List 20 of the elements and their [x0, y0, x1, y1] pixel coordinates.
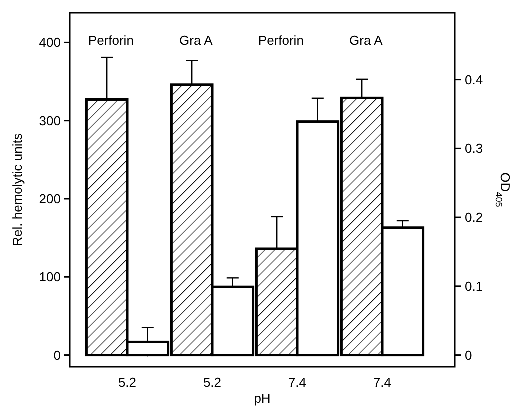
x-tick-label: 5.2: [118, 375, 137, 390]
y-tick-label: 300: [39, 113, 61, 128]
y-axis-title: Rel. hemolytic units: [10, 133, 25, 246]
y-tick-label: 400: [39, 35, 61, 50]
x-tick-label: 5.2: [203, 375, 222, 390]
y-tick-label: 0: [54, 348, 61, 363]
x-tick-label: 7.4: [288, 375, 307, 390]
annotation: Perforin: [88, 33, 134, 48]
x-axis-title: pH: [254, 391, 271, 406]
x-tick-label: 7.4: [373, 375, 392, 390]
annotation: Gra A: [180, 33, 214, 48]
y2-tick-label: 0.1: [465, 278, 484, 294]
annotation: Gra A: [350, 33, 384, 48]
y2-tick-label: 0.4: [465, 72, 484, 88]
y2-tick-label: 0: [465, 348, 472, 363]
y-tick-label: 100: [39, 270, 61, 285]
y2-tick-label: 0.3: [465, 141, 484, 156]
y-tick-label: 200: [39, 192, 61, 207]
annotation: Perforin: [258, 33, 304, 48]
y2-tick-label: 0.2: [465, 210, 484, 226]
